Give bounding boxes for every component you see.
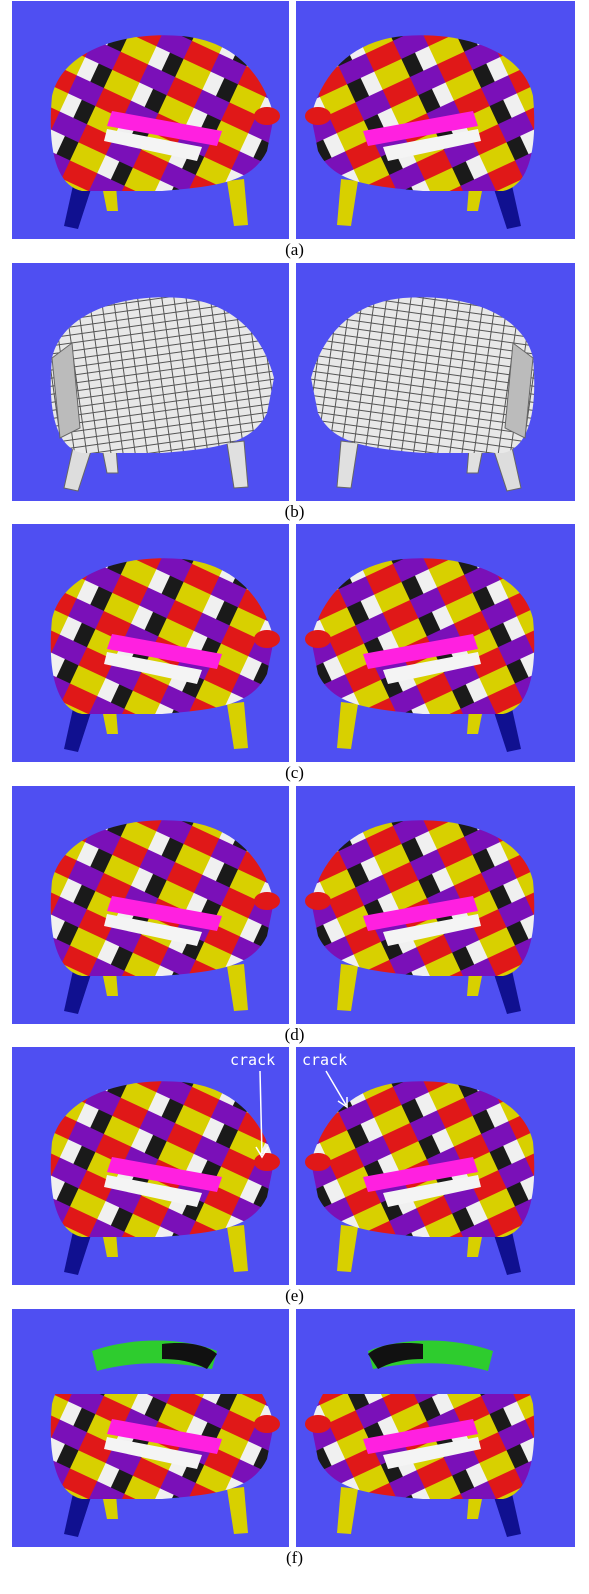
image-panel [296, 1309, 575, 1547]
chair [12, 1047, 289, 1285]
caption: (b) [0, 501, 589, 523]
render [296, 1, 575, 239]
arm-knob [254, 1153, 280, 1171]
figure-row: (b) [0, 263, 589, 524]
image-panel [12, 1309, 289, 1547]
chair-surface [296, 263, 573, 501]
figure-row: (f) [0, 1309, 589, 1570]
render [296, 263, 575, 501]
chair-leg [227, 1487, 248, 1534]
figure-row: (d) [0, 786, 589, 1047]
render [12, 1309, 289, 1547]
render: crack [296, 1047, 575, 1285]
image-panel [12, 786, 289, 1024]
image-panel [12, 1, 289, 239]
chair [12, 263, 289, 501]
chair-leg [337, 964, 358, 1011]
arm-knob [305, 892, 331, 910]
figure-row: (a) [0, 1, 589, 262]
chair [296, 786, 573, 1024]
image-panel: crack [12, 1047, 289, 1285]
chair-leg [227, 179, 248, 226]
image-panel [296, 524, 575, 762]
arm-knob [305, 1415, 331, 1433]
render [12, 786, 289, 1024]
chair-body [296, 1394, 573, 1547]
chair-body [12, 1394, 289, 1547]
annotation: crack [230, 1051, 275, 1069]
figure-row: (c) [0, 524, 589, 785]
chair [12, 1, 289, 239]
arm-knob [305, 630, 331, 648]
annotation-arrow [326, 1071, 347, 1107]
image-panel [296, 263, 575, 501]
chair-surface [12, 263, 289, 501]
chair-leg [337, 441, 358, 488]
arm-knob [305, 1153, 331, 1171]
arm-knob [254, 107, 280, 125]
arm-knob [305, 107, 331, 125]
render [12, 524, 289, 762]
chair [296, 1, 573, 239]
chair [12, 786, 289, 1024]
arm-knob [254, 1415, 280, 1433]
render [296, 786, 575, 1024]
image-panel [12, 263, 289, 501]
chair-body [296, 263, 573, 501]
chair-leg [227, 1225, 248, 1272]
chair-leg [227, 964, 248, 1011]
image-panel [296, 1, 575, 239]
chair [12, 524, 289, 762]
image-panel [12, 524, 289, 762]
chair-seat [12, 1394, 289, 1547]
chair [296, 524, 573, 762]
render: crack [12, 1047, 289, 1285]
figure: (a) (b) (c) (d) crack crack (e) (f) [0, 0, 589, 1594]
chair-leg [337, 179, 358, 226]
caption: (e) [0, 1285, 589, 1307]
image-panel: crack [296, 1047, 575, 1285]
render [12, 263, 289, 501]
chair [296, 1340, 573, 1547]
chair-leg [337, 702, 358, 749]
caption: (d) [0, 1024, 589, 1046]
render [296, 524, 575, 762]
chair [296, 1047, 573, 1285]
arm-knob [254, 630, 280, 648]
image-panel [296, 786, 575, 1024]
chair-leg [227, 702, 248, 749]
render [12, 1, 289, 239]
caption: (c) [0, 762, 589, 784]
caption: (f) [0, 1547, 589, 1569]
annotation: crack [302, 1051, 347, 1069]
chair-body [12, 263, 289, 501]
chair-leg [337, 1225, 358, 1272]
render [296, 1309, 575, 1547]
chair [12, 1340, 289, 1547]
figure-row: crack crack (e) [0, 1047, 589, 1308]
chair [296, 263, 573, 501]
chair-leg [227, 441, 248, 488]
chair-leg [337, 1487, 358, 1534]
chair-seat [296, 1394, 573, 1547]
arm-knob [254, 892, 280, 910]
caption: (a) [0, 239, 589, 261]
